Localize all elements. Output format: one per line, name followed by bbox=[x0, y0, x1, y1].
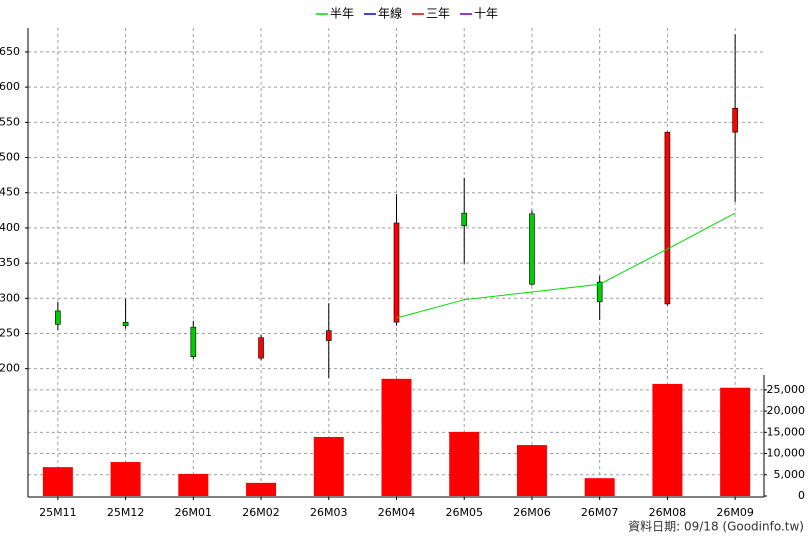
source-note: 資料日期: 09/18 (Goodinfo.tw) bbox=[628, 520, 804, 534]
x-tick-label: 26M06 bbox=[513, 506, 551, 519]
x-tick-label: 25M12 bbox=[107, 506, 145, 519]
volume-bar bbox=[178, 473, 209, 496]
candle-body bbox=[596, 281, 603, 303]
x-tick-label: 26M07 bbox=[581, 506, 619, 519]
y2-tick-label: 5,000 bbox=[774, 468, 806, 481]
y2-tick-label: 15,000 bbox=[767, 425, 806, 438]
y-tick-label: 400 bbox=[0, 221, 20, 234]
y-tick-label: 550 bbox=[0, 115, 20, 128]
volume-bar bbox=[246, 482, 277, 496]
candle-body bbox=[325, 330, 332, 341]
x-tick-label: 26M04 bbox=[378, 506, 416, 519]
legend-label: 十年 bbox=[474, 7, 498, 21]
candle-body bbox=[55, 310, 61, 325]
candle-body bbox=[122, 321, 129, 327]
legend-label: 年線 bbox=[378, 6, 402, 21]
candle-body bbox=[393, 222, 400, 323]
candle-body bbox=[664, 131, 671, 305]
volume-bar bbox=[652, 383, 683, 496]
volume-bar bbox=[110, 462, 141, 496]
ma-line bbox=[396, 212, 736, 319]
volume-bar bbox=[720, 387, 751, 496]
candle-body bbox=[258, 337, 264, 359]
volume-bar bbox=[42, 467, 73, 496]
y-tick-label: 650 bbox=[0, 45, 20, 58]
y2-tick-label: 25,000 bbox=[767, 383, 806, 396]
y-tick-label: 300 bbox=[0, 291, 20, 304]
x-tick-label: 26M03 bbox=[310, 506, 348, 519]
candle-body bbox=[190, 326, 197, 357]
x-tick-label: 26M02 bbox=[242, 506, 280, 519]
x-tick-label: 25M11 bbox=[39, 506, 77, 519]
legend-label: 半年 bbox=[330, 7, 354, 21]
candle-body bbox=[529, 213, 535, 285]
y2-tick-label: 20,000 bbox=[767, 404, 806, 417]
volume-bar bbox=[584, 478, 615, 496]
x-tick-label: 26M05 bbox=[445, 506, 483, 519]
y-tick-label: 250 bbox=[0, 326, 20, 339]
y-tick-label: 500 bbox=[0, 151, 20, 164]
candle-body bbox=[461, 212, 468, 227]
volume-bar bbox=[313, 436, 344, 496]
y-tick-label: 450 bbox=[0, 186, 20, 199]
volume-bar bbox=[449, 431, 480, 496]
y2-tick-label: 10,000 bbox=[767, 447, 806, 460]
legend-label: 三年 bbox=[426, 7, 450, 21]
volume-bar bbox=[516, 445, 547, 496]
candle-body bbox=[732, 107, 738, 133]
y-tick-label: 200 bbox=[0, 362, 20, 375]
x-tick-label: 26M08 bbox=[649, 506, 687, 519]
y-tick-label: 350 bbox=[0, 256, 20, 269]
y2-tick-label: 0 bbox=[798, 489, 805, 502]
x-tick-label: 26M01 bbox=[175, 506, 213, 519]
x-tick-label: 26M09 bbox=[716, 506, 754, 519]
volume-bar bbox=[381, 378, 412, 496]
y-tick-label: 600 bbox=[0, 80, 20, 93]
